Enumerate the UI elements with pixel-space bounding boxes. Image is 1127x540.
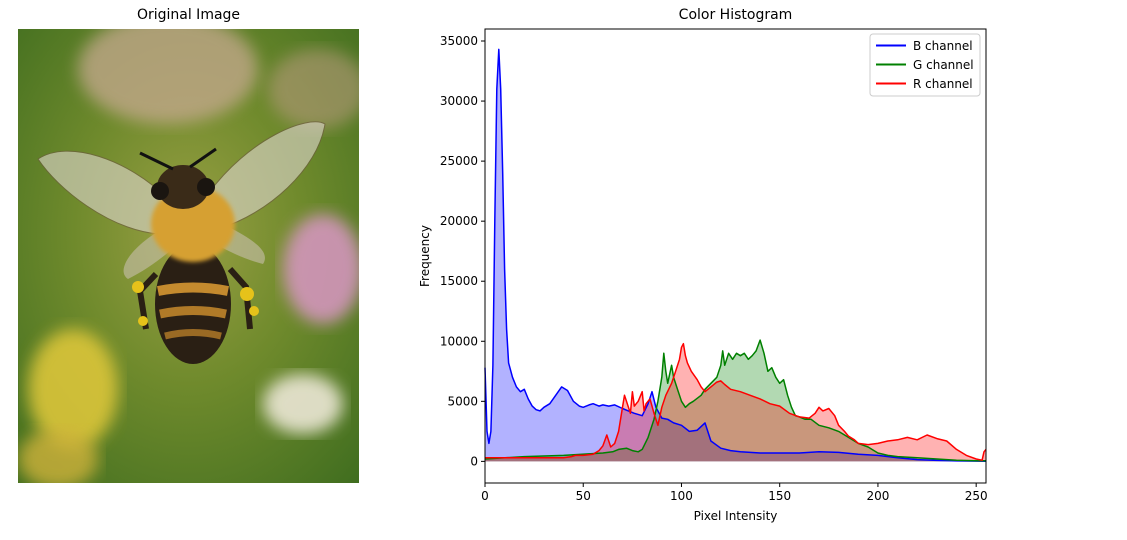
r-channel-area [485, 343, 986, 462]
legend-r-label: R channel [913, 77, 973, 91]
x-tick-label: 150 [768, 489, 791, 503]
x-tick-label: 0 [481, 489, 489, 503]
y-tick-label: 25000 [440, 154, 478, 168]
chart-title: Color Histogram [678, 7, 793, 23]
legend-b-label: B channel [913, 39, 973, 53]
g-channel-area [485, 340, 986, 462]
y-tick-label: 15000 [440, 274, 478, 288]
r-channel-line [485, 342, 987, 461]
y-tick-label: 5000 [447, 394, 478, 408]
bee-photo [18, 29, 359, 483]
legend: B channel G channel R channel [869, 33, 981, 97]
legend-box [869, 33, 981, 97]
g-channel-line [484, 339, 986, 462]
y-tick-label: 0 [470, 454, 478, 468]
y-tick-label: 10000 [440, 334, 478, 348]
y-tick-label: 30000 [440, 94, 478, 108]
b-channel-line [484, 48, 987, 463]
x-tick-label: 200 [866, 489, 889, 503]
plot-frame [484, 28, 987, 484]
y-tick-label: 20000 [440, 214, 478, 228]
legend-g-label: G channel [913, 58, 974, 72]
x-tick-label: 100 [670, 489, 693, 503]
b-channel-area [485, 49, 986, 462]
x-axis-label: Pixel Intensity [694, 509, 778, 523]
x-tick-label: 50 [576, 489, 591, 503]
y-tick-label: 35000 [440, 34, 478, 48]
y-axis-label: Frequency [418, 225, 432, 287]
image-title: Original Image [136, 7, 241, 23]
x-tick-label: 250 [965, 489, 988, 503]
